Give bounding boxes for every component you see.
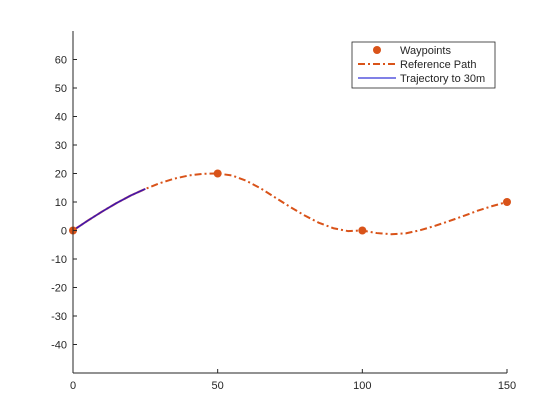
y-tick-label: 60 <box>55 55 67 67</box>
waypoint-marker <box>503 198 511 206</box>
reference-path-line <box>72 172 508 236</box>
x-tick-label: 0 <box>70 380 76 392</box>
x-tick-label: 50 <box>212 380 224 392</box>
x-tick-label: 100 <box>353 380 371 392</box>
waypoint-marker <box>358 226 367 235</box>
legend-label: Reference Path <box>400 59 476 71</box>
legend-waypoints-symbol <box>373 46 381 54</box>
legend: Waypoints Reference Path Trajectory to 30m <box>351 41 496 89</box>
y-tick-label: 20 <box>55 169 67 181</box>
y-tick-label: 50 <box>55 83 67 95</box>
x-tick-label: 150 <box>498 380 516 392</box>
y-tick-label: 10 <box>55 197 67 209</box>
y-tick-label: 30 <box>55 140 67 152</box>
y-axis: -40 -30 -20 -10 0 10 20 30 40 50 60 <box>51 31 77 373</box>
legend-label: Waypoints <box>400 45 451 57</box>
y-tick-label: 40 <box>55 112 67 124</box>
y-tick-label: -20 <box>51 283 67 295</box>
legend-label: Trajectory to 30m <box>400 73 485 85</box>
waypoint-marker <box>213 169 222 178</box>
y-tick-label: -10 <box>51 254 67 266</box>
trajectory-line <box>72 188 146 231</box>
y-tick-label: -40 <box>51 340 67 352</box>
y-tick-label: 0 <box>61 226 67 238</box>
y-tick-label: -30 <box>51 311 67 323</box>
